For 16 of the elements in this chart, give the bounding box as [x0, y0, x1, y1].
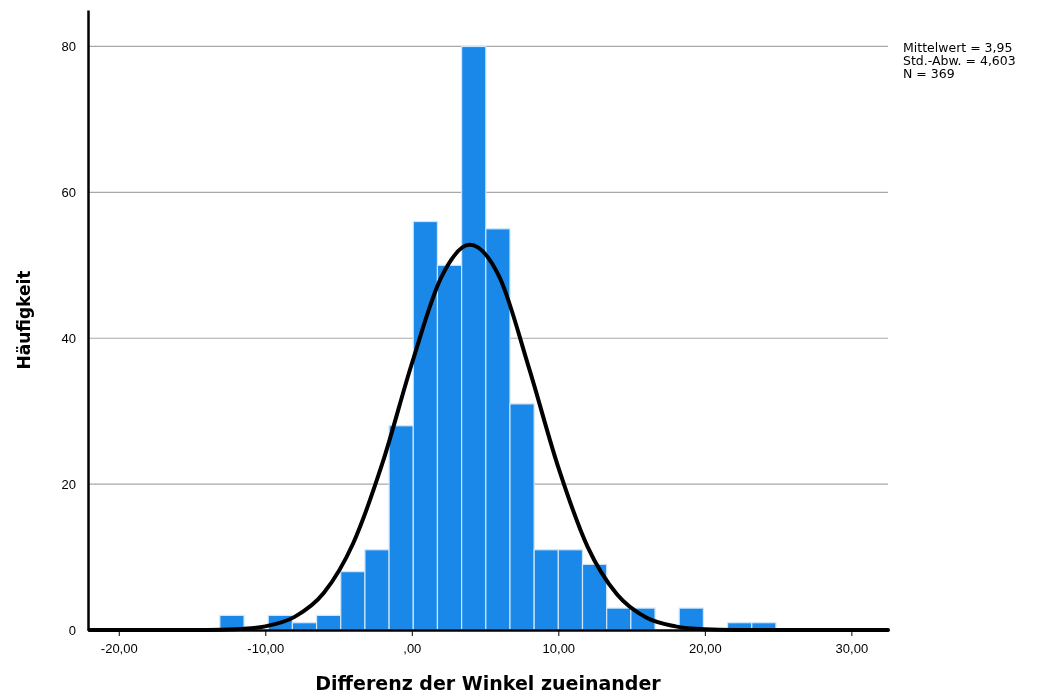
x-tick-label: 20,00 [689, 641, 722, 657]
text: Std.-Abw. = 4,603 [903, 53, 1016, 68]
x-tick-label: ,00 [403, 641, 422, 657]
x-axis-title: Differenz der Winkel zueinander [315, 672, 662, 694]
x-tick-label: -20,00 [100, 641, 138, 657]
y-tick-label: 0 [68, 622, 76, 638]
y-tick-label: 60 [61, 185, 76, 201]
y-tick-label: 20 [61, 476, 76, 492]
x-tick-label: 10,00 [542, 641, 576, 657]
text: N = 369 [903, 66, 955, 81]
y-axis-title: Häufigkeit [14, 270, 34, 370]
y-tick-label: 40 [61, 330, 76, 346]
x-tick-label: 30,00 [835, 641, 869, 657]
x-tick-label: -10,00 [247, 641, 285, 657]
text: Mittelwert = 3,95 [903, 40, 1013, 55]
y-tick-label: 80 [61, 39, 76, 55]
